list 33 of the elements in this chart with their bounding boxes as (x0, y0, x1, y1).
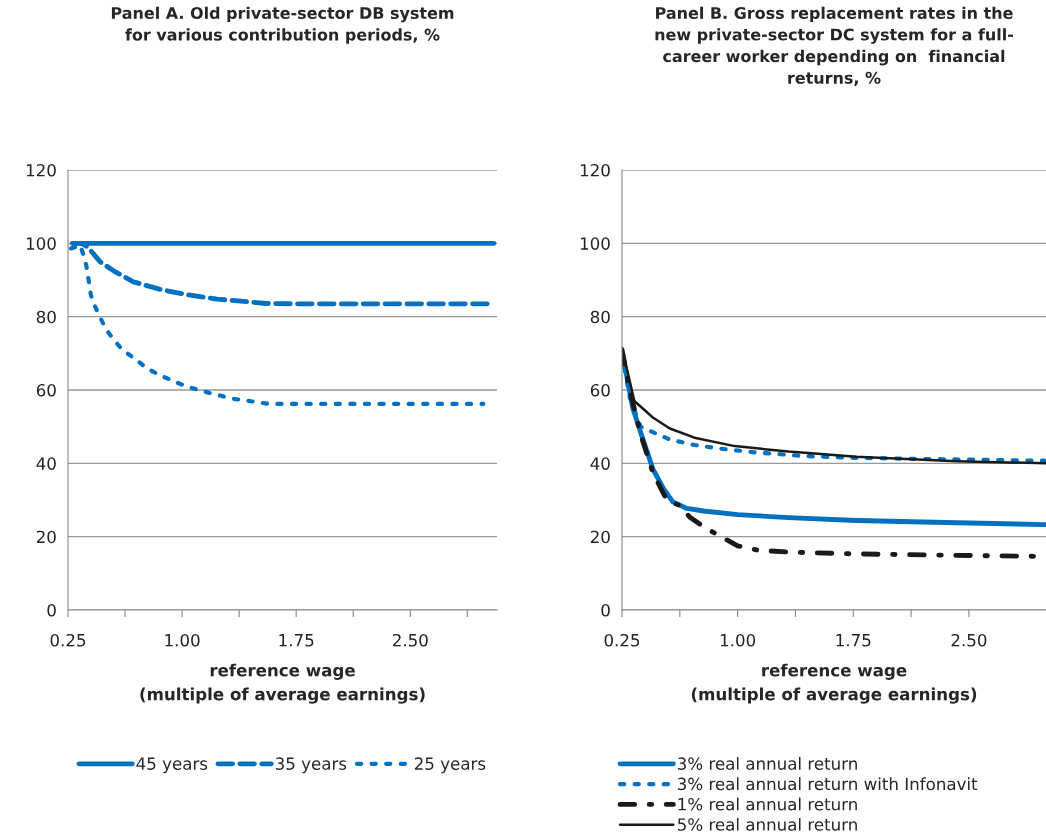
x-tick-label: 1.00 (720, 633, 756, 647)
y-tick-label: 20 (36, 530, 56, 544)
y-tick-label: 40 (36, 457, 56, 470)
legend-label: 5% real annual return (677, 817, 857, 831)
y-tick-label: 0 (47, 603, 56, 617)
y-tick-label: 120 (26, 163, 56, 177)
x-tick-label: 1.75 (836, 634, 871, 647)
x-tick-label: 1.75 (279, 634, 314, 647)
legend-label: 35 years (275, 757, 347, 774)
y-tick-label: 20 (590, 530, 610, 544)
y-tick-label: 100 (26, 237, 56, 250)
y-tick-label: 80 (590, 310, 610, 324)
x-tick-label: 2.50 (392, 633, 428, 647)
x-tick-label: 2.50 (951, 633, 987, 647)
y-tick-label: 80 (36, 310, 56, 324)
x-axis-title: reference wage (multiple of average earnings) (140, 663, 425, 704)
legend-label: 1% real annual return (678, 797, 857, 811)
y-tick-label: 0 (601, 603, 610, 617)
chart-title: Panel A. Old private-sector DB system for various contribution periods, % (111, 6, 454, 44)
x-axis-title: reference wage (multiple of average earnings) (691, 663, 977, 704)
y-tick-label: 100 (580, 237, 610, 250)
legend-label: 3% real annual return (677, 757, 857, 770)
chart-title: Panel B. Gross replacement rates in the new private-sector DC system for a full- career worker depending on financial returns, % (655, 6, 1013, 86)
y-tick-label: 40 (590, 457, 610, 470)
legend-label: 3% real annual return with Infonavit (677, 777, 978, 791)
y-tick-label: 120 (580, 163, 610, 177)
x-tick-label: 0.25 (50, 633, 86, 647)
y-tick-label: 60 (590, 383, 610, 397)
x-tick-label: 0.25 (604, 633, 640, 647)
legend-label: 25 years (414, 757, 486, 774)
y-tick-label: 60 (36, 383, 56, 397)
x-tick-label: 1.00 (165, 633, 200, 647)
legend-label: 45 years (136, 757, 208, 774)
